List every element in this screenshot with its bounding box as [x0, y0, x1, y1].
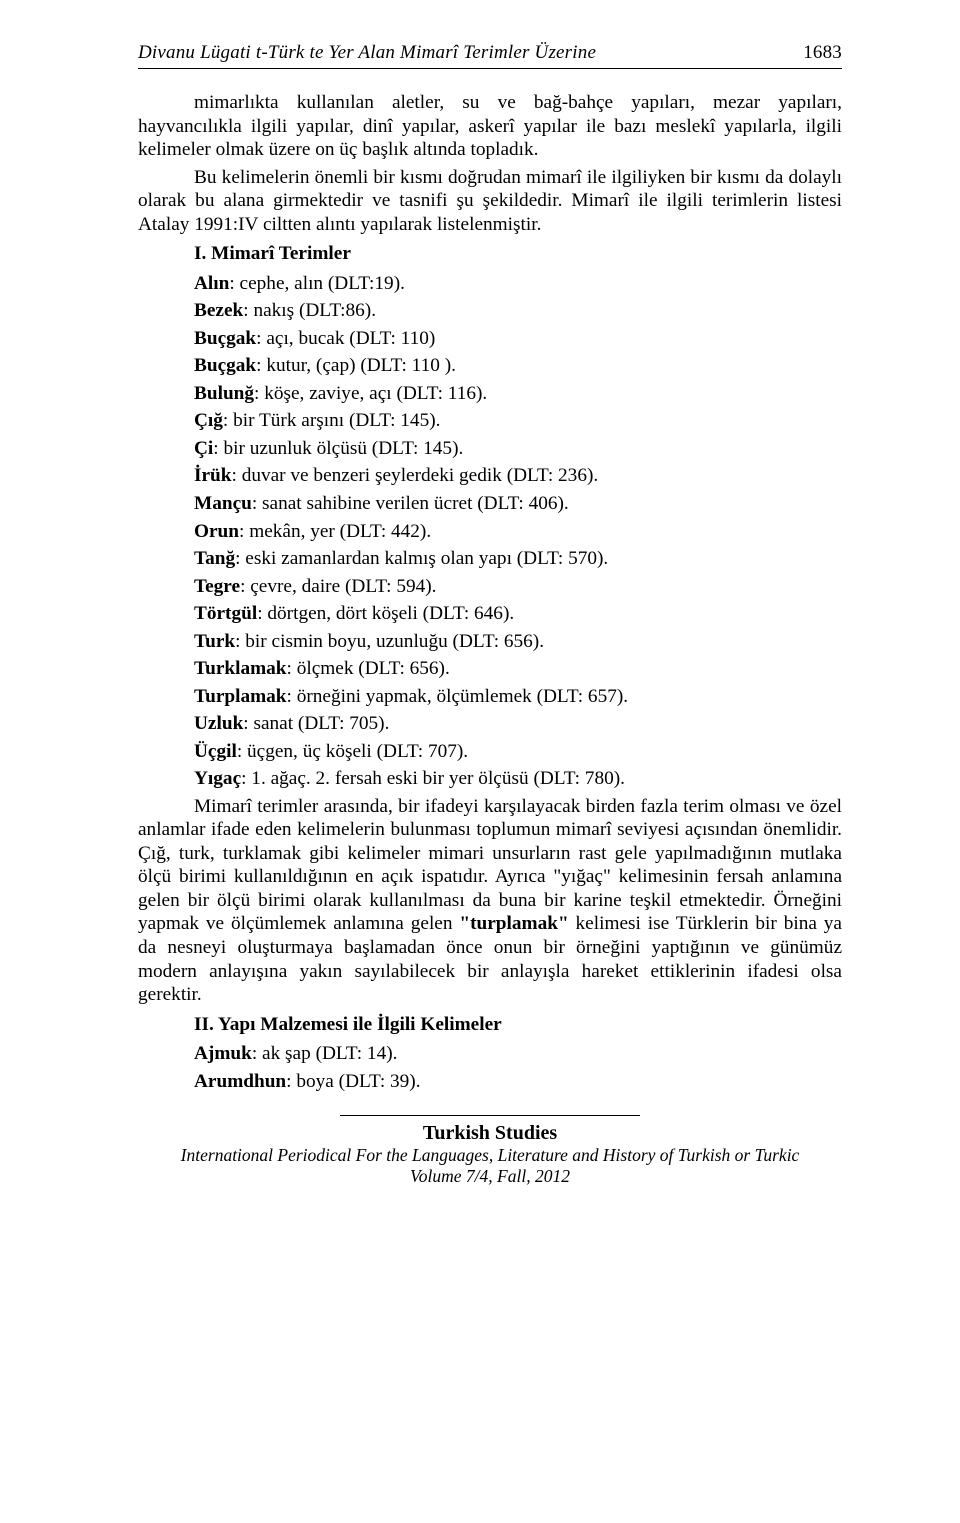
- term-line: İrük: duvar ve benzeri şeylerdeki gedik …: [138, 464, 842, 488]
- footer-title: Turkish Studies: [138, 1122, 842, 1145]
- term-name: Uzluk: [194, 713, 243, 734]
- page-footer: Turkish Studies International Periodical…: [138, 1122, 842, 1187]
- term-line: Alın: cephe, alın (DLT:19).: [138, 272, 842, 296]
- term-definition: : nakış (DLT:86).: [243, 300, 376, 321]
- term-line: Orun: mekân, yer (DLT: 442).: [138, 520, 842, 544]
- term-name: Tegre: [194, 576, 240, 597]
- term-line: Arumdhun: boya (DLT: 39).: [138, 1070, 842, 1094]
- footer-rule: [340, 1115, 640, 1116]
- term-name: Turk: [194, 631, 235, 652]
- term-definition: : bir uzunluk ölçüsü (DLT: 145).: [213, 438, 463, 459]
- page-container: Divanu Lügati t-Türk te Yer Alan Mimarî …: [0, 0, 960, 1217]
- term-name: Çi: [194, 438, 213, 459]
- term-name: Yıgaç: [194, 768, 241, 789]
- term-name: Bulunğ: [194, 383, 254, 404]
- term-line: Turk: bir cismin boyu, uzunluğu (DLT: 65…: [138, 630, 842, 654]
- term-definition: : bir cismin boyu, uzunluğu (DLT: 656).: [235, 631, 544, 652]
- term-name: Alın: [194, 273, 229, 294]
- term-name: Mançu: [194, 493, 252, 514]
- term-definition: : açı, bucak (DLT: 110): [256, 328, 435, 349]
- term-line: Törtgül: dörtgen, dört köşeli (DLT: 646)…: [138, 602, 842, 626]
- page-number: 1683: [803, 42, 842, 64]
- term-line: Buçgak: kutur, (çap) (DLT: 110 ).: [138, 354, 842, 378]
- term-name: Turklamak: [194, 658, 287, 679]
- term-name: Buçgak: [194, 355, 256, 376]
- term-line: Bezek: nakış (DLT:86).: [138, 299, 842, 323]
- term-definition: : duvar ve benzeri şeylerdeki gedik (DLT…: [232, 465, 599, 486]
- term-line: Ajmuk: ak şap (DLT: 14).: [138, 1042, 842, 1066]
- intro-paragraph-2: Bu kelimelerin önemli bir kısmı doğrudan…: [138, 166, 842, 237]
- term-name: Törtgül: [194, 603, 257, 624]
- term-name: Buçgak: [194, 328, 256, 349]
- term-name: Ajmuk: [194, 1043, 252, 1064]
- term-definition: : köşe, zaviye, açı (DLT: 116).: [254, 383, 487, 404]
- term-name: İrük: [194, 465, 232, 486]
- closing-bold: "turplamak": [459, 913, 568, 934]
- term-definition: : kutur, (çap) (DLT: 110 ).: [256, 355, 456, 376]
- term-definition: : örneğini yapmak, ölçümlemek (DLT: 657)…: [287, 686, 629, 707]
- section-1-closing: Mimarî terimler arasında, bir ifadeyi ka…: [138, 795, 842, 1007]
- section-2-terms: Ajmuk: ak şap (DLT: 14). Arumdhun: boya (…: [138, 1042, 842, 1093]
- term-line: Tanğ: eski zamanlardan kalmış olan yapı …: [138, 547, 842, 571]
- running-header: Divanu Lügati t-Türk te Yer Alan Mimarî …: [138, 42, 842, 64]
- term-line: Turplamak: örneğini yapmak, ölçümlemek (…: [138, 685, 842, 709]
- term-line: Mançu: sanat sahibine verilen ücret (DLT…: [138, 492, 842, 516]
- section-1-heading: I. Mimarî Terimler: [138, 242, 842, 266]
- term-name: Turplamak: [194, 686, 287, 707]
- term-definition: : dörtgen, dört köşeli (DLT: 646).: [257, 603, 514, 624]
- term-definition: : mekân, yer (DLT: 442).: [239, 521, 431, 542]
- term-name: Arumdhun: [194, 1071, 286, 1092]
- term-definition: : ak şap (DLT: 14).: [252, 1043, 398, 1064]
- term-line: Buçgak: açı, bucak (DLT: 110): [138, 327, 842, 351]
- term-definition: : ölçmek (DLT: 656).: [287, 658, 450, 679]
- term-definition: : cephe, alın (DLT:19).: [229, 273, 405, 294]
- term-name: Çığ: [194, 410, 223, 431]
- term-definition: : 1. ağaç. 2. fersah eski bir yer ölçüsü…: [241, 768, 625, 789]
- term-line: Tegre: çevre, daire (DLT: 594).: [138, 575, 842, 599]
- term-definition: : eski zamanlardan kalmış olan yapı (DLT…: [235, 548, 608, 569]
- term-line: Yıgaç: 1. ağaç. 2. fersah eski bir yer ö…: [138, 767, 842, 791]
- term-line: Uzluk: sanat (DLT: 705).: [138, 712, 842, 736]
- term-definition: : sanat sahibine verilen ücret (DLT: 406…: [252, 493, 569, 514]
- term-line: Turklamak: ölçmek (DLT: 656).: [138, 657, 842, 681]
- intro-paragraph-1: mimarlıkta kullanılan aletler, su ve bağ…: [138, 91, 842, 162]
- term-line: Bulunğ: köşe, zaviye, açı (DLT: 116).: [138, 382, 842, 406]
- footer-line-1: International Periodical For the Languag…: [138, 1145, 842, 1166]
- header-rule: [138, 68, 842, 69]
- term-definition: : bir Türk arşını (DLT: 145).: [223, 410, 441, 431]
- term-definition: : sanat (DLT: 705).: [243, 713, 389, 734]
- term-name: Orun: [194, 521, 239, 542]
- term-definition: : üçgen, üç köşeli (DLT: 707).: [237, 741, 468, 762]
- section-2-heading: II. Yapı Malzemesi ile İlgili Kelimeler: [138, 1013, 842, 1037]
- term-name: Bezek: [194, 300, 243, 321]
- term-line: Çi: bir uzunluk ölçüsü (DLT: 145).: [138, 437, 842, 461]
- running-title: Divanu Lügati t-Türk te Yer Alan Mimarî …: [138, 42, 596, 64]
- term-line: Çığ: bir Türk arşını (DLT: 145).: [138, 409, 842, 433]
- term-definition: : çevre, daire (DLT: 594).: [240, 576, 436, 597]
- term-line: Üçgil: üçgen, üç köşeli (DLT: 707).: [138, 740, 842, 764]
- section-1-terms: Alın: cephe, alın (DLT:19). Bezek: nakış …: [138, 272, 842, 791]
- footer-line-2: Volume 7/4, Fall, 2012: [138, 1166, 842, 1187]
- term-definition: : boya (DLT: 39).: [286, 1071, 420, 1092]
- term-name: Üçgil: [194, 741, 237, 762]
- term-name: Tanğ: [194, 548, 235, 569]
